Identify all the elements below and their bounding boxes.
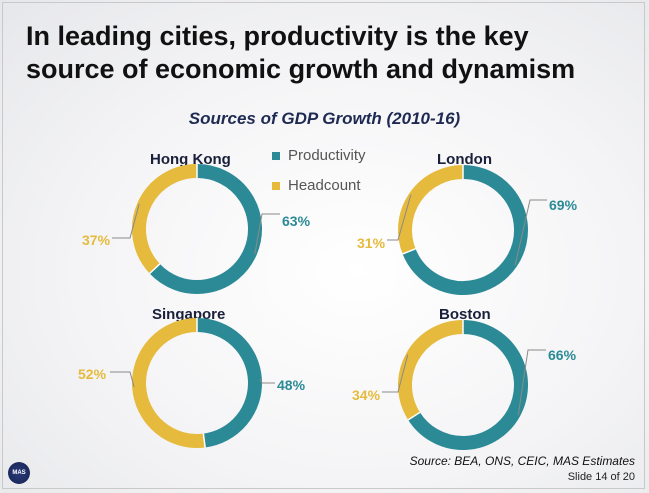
chart-subtitle: Sources of GDP Growth (2010-16) (188, 109, 461, 128)
title-line-1: In leading cities, productivity is the k… (26, 21, 529, 51)
pct-label-hong-kong-productivity: 63% (282, 213, 311, 229)
donut-boston (382, 320, 546, 450)
slice-separator-london-1 (402, 248, 416, 255)
slice-boston-headcount (398, 320, 464, 420)
leader-london-headcount (387, 194, 412, 241)
city-label-hong-kong: Hong Kong (150, 151, 231, 168)
slice-singapore-productivity (196, 318, 262, 448)
donut-london (387, 165, 547, 295)
legend-item-headcount: Headcount (272, 177, 361, 194)
slice-hong-kong-headcount (132, 164, 198, 274)
slice-london-productivity (402, 165, 528, 295)
slice-singapore-headcount (132, 318, 206, 448)
leader-hong-kong-productivity (254, 213, 280, 255)
city-label-boston: Boston (439, 306, 491, 323)
pct-label-london-productivity: 69% (549, 197, 578, 213)
city-label-london: London (437, 151, 492, 168)
pct-label-london-headcount: 31% (357, 235, 386, 251)
leader-hong-kong-headcount (112, 203, 140, 239)
leader-singapore-headcount (110, 371, 135, 388)
legend-label-productivity: Productivity (288, 147, 366, 164)
slice-separator-hong-kong-1 (149, 263, 161, 275)
slice-separator-singapore-1 (202, 433, 206, 448)
mas-logo: MAS (8, 462, 30, 484)
pct-label-hong-kong-headcount: 37% (82, 232, 111, 248)
pct-label-singapore-productivity: 48% (277, 377, 306, 393)
pct-label-boston-productivity: 66% (548, 347, 577, 363)
slide-number: Slide 14 of 20 (567, 471, 635, 483)
leader-boston-headcount (382, 354, 409, 393)
slice-london-headcount (398, 165, 464, 254)
donut-singapore (110, 318, 275, 448)
legend-label-headcount: Headcount (288, 177, 361, 194)
pct-label-singapore-headcount: 52% (78, 366, 107, 382)
slide-title: In leading cities, productivity is the k… (26, 20, 626, 86)
slide-frame (2, 2, 645, 489)
pct-label-boston-headcount: 34% (352, 387, 381, 403)
slice-hong-kong-productivity (149, 164, 262, 294)
source-note: Source: BEA, ONS, CEIC, MAS Estimates (409, 454, 635, 468)
legend-swatch-productivity (272, 151, 280, 160)
slice-separator-boston-1 (407, 411, 421, 421)
title-line-2: source of economic growth and dynamism (26, 54, 576, 84)
legend-swatch-headcount (272, 181, 280, 190)
leader-london-productivity (514, 199, 547, 266)
legend-item-productivity: Productivity (272, 147, 366, 164)
logo-text: MAS (12, 470, 26, 476)
leader-singapore-productivity (259, 378, 275, 384)
slice-boston-productivity (408, 320, 528, 450)
donut-hong-kong (112, 164, 280, 294)
leader-boston-productivity (517, 349, 546, 416)
